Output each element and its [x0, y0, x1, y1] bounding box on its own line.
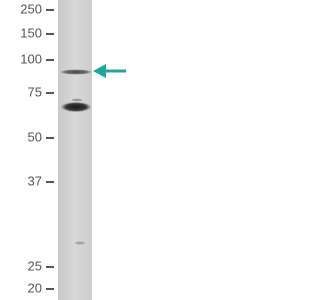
western-blot: 250 150 100 75 50 37 25 20	[20, 0, 126, 300]
band	[75, 241, 85, 245]
band	[60, 69, 92, 75]
marker-label: 20	[28, 280, 42, 295]
marker-label: 150	[20, 25, 42, 40]
marker-label: 50	[28, 129, 42, 144]
band	[72, 98, 82, 102]
band	[61, 102, 91, 112]
marker-label: 25	[28, 258, 42, 273]
marker-label: 250	[20, 1, 42, 16]
marker-label: 37	[28, 173, 42, 188]
marker-label: 100	[20, 51, 42, 66]
arrow	[93, 64, 126, 78]
marker-label: 75	[28, 84, 42, 99]
lane	[58, 0, 92, 300]
